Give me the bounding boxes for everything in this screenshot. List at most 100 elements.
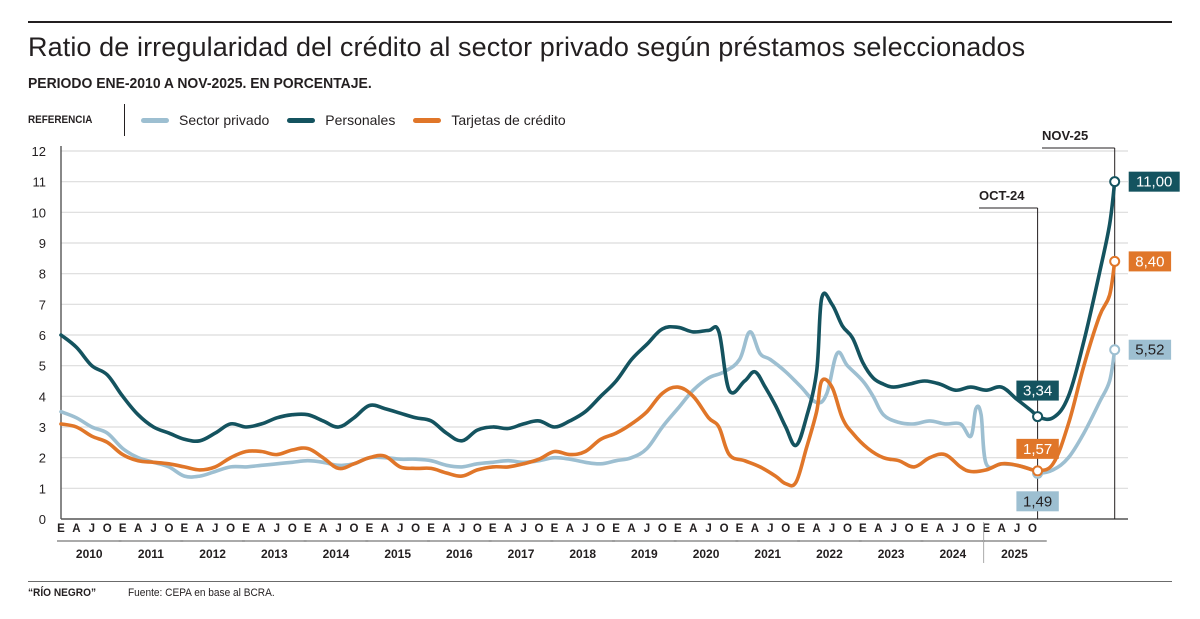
x-tick-month-label: J <box>212 523 218 535</box>
y-tick-label: 4 <box>39 389 46 404</box>
x-tick-year-label: 2011 <box>138 547 164 561</box>
x-tick-year-label: 2023 <box>878 547 905 561</box>
x-tick-month-label: O <box>411 523 420 535</box>
x-tick-month-label: E <box>427 523 435 535</box>
y-tick-label: 3 <box>39 420 46 435</box>
x-tick-month-label: O <box>781 523 790 535</box>
x-tick-month-label: A <box>689 523 697 535</box>
value-label-box <box>1016 438 1059 459</box>
x-tick-month-label: O <box>103 523 112 535</box>
x-tick-month-label: E <box>489 523 497 535</box>
x-tick-month-label: A <box>751 523 759 535</box>
value-label: 3,34 <box>1023 383 1052 400</box>
x-tick-month-label: O <box>905 523 914 535</box>
value-label-box <box>1128 339 1172 360</box>
series-line-personales <box>59 179 1117 448</box>
x-tick-month-label: J <box>829 523 835 535</box>
value-label-box <box>1128 171 1180 192</box>
x-tick-year-label: 2020 <box>693 547 720 561</box>
marker-point <box>1109 176 1121 188</box>
legend-swatch-personales <box>287 117 316 123</box>
x-tick-year-label: 2021 <box>754 547 781 561</box>
value-label: 11,00 <box>1136 174 1172 191</box>
x-tick-month-label: O <box>658 523 667 535</box>
x-tick-month-label: A <box>72 523 80 535</box>
y-tick-label: 6 <box>39 328 46 343</box>
x-tick-month-label: J <box>520 523 526 535</box>
x-tick-month-label: E <box>674 523 682 535</box>
x-tick-month-label: E <box>304 523 312 535</box>
x-tick-month-label: O <box>966 523 975 535</box>
x-tick-month-label: O <box>720 523 729 535</box>
marker-points: 1,49 3,34 1,57 5,52 11,00 8,40 <box>1016 171 1180 512</box>
legend-swatch-sector-privado <box>141 117 169 123</box>
footer-source: Fuente: CEPA en base al BCRA. <box>128 587 275 599</box>
x-tick-month-label: A <box>812 523 820 535</box>
chart-title: Ratio de irregularidad del crédito al se… <box>28 32 1026 62</box>
y-tick-label: 9 <box>39 236 46 251</box>
x-tick-year-label: 2017 <box>508 547 535 561</box>
value-label: 5,52 <box>1135 342 1164 359</box>
value-label-box <box>1128 251 1172 272</box>
x-tick-year-label: 2025 <box>1001 547 1028 561</box>
x-tick-month-label: E <box>366 523 374 535</box>
x-tick-month-label: O <box>473 523 482 535</box>
x-tick-month-label: O <box>350 523 359 535</box>
x-tick-month-label: E <box>797 523 805 535</box>
value-label-box <box>1016 491 1059 512</box>
legend-item-tarjetas: Tarjetas de crédito <box>413 112 566 128</box>
legend-label: REFERENCIA <box>28 114 93 126</box>
marker-point <box>1109 255 1121 267</box>
legend-item-personales: Personales <box>287 112 395 128</box>
x-tick-year-label: 2012 <box>199 547 226 561</box>
axes <box>60 146 1128 520</box>
x-tick-month-label: O <box>535 523 544 535</box>
y-tick-label: 0 <box>39 512 46 527</box>
gridlines <box>61 150 1128 489</box>
x-tick-month-label: J <box>705 523 711 535</box>
x-tick-month-label: A <box>504 523 512 535</box>
x-tick-month-label: J <box>767 523 773 535</box>
x-tick-month-label: O <box>1028 523 1037 535</box>
legend-divider <box>124 104 125 136</box>
x-tick-month-label: E <box>982 523 990 535</box>
x-tick-month-label: A <box>257 523 265 535</box>
x-tick-month-label: J <box>335 523 341 535</box>
legend-item-sector-privado: Sector privado <box>141 112 269 128</box>
legend-label-personales: Personales <box>325 112 396 128</box>
x-tick-year-label: 2018 <box>569 547 596 561</box>
series-line-tarjetas-de-cr-dito <box>59 259 1117 488</box>
marker-date-label: OCT-24 <box>979 188 1025 203</box>
marker-point <box>1109 344 1121 356</box>
x-tick-month-label: J <box>274 523 280 535</box>
x-tick-month-label: E <box>551 523 559 535</box>
marker-point <box>1032 465 1044 477</box>
x-tick-month-label: A <box>442 523 450 535</box>
x-tick-month-label: J <box>89 523 95 535</box>
x-tick-month-label: E <box>181 523 189 535</box>
top-rule <box>28 21 1172 23</box>
x-tick-year-label: 2016 <box>446 547 473 561</box>
x-tick-month-label: E <box>119 523 127 535</box>
x-tick-month-label: A <box>566 523 574 535</box>
y-tick-label: 1 <box>39 481 46 496</box>
x-tick-month-label: O <box>164 523 173 535</box>
x-tick-month-label: A <box>997 523 1005 535</box>
footer-credit: “RÍO NEGRO” <box>28 587 97 599</box>
x-tick-month-label: A <box>627 523 635 535</box>
x-tick-month-label: O <box>226 523 235 535</box>
y-tick-label: 8 <box>39 267 46 282</box>
x-tick-month-label: E <box>612 523 620 535</box>
x-tick-year-label: 2013 <box>261 547 288 561</box>
y-tick-label: 10 <box>32 205 46 220</box>
chart-subtitle: PERIODO ENE-2010 A NOV-2025. EN PORCENTA… <box>28 75 372 92</box>
x-tick-year-label: 2014 <box>323 547 350 561</box>
legend: REFERENCIA Sector privado Personales Tar… <box>28 104 584 136</box>
x-tick-month-label: J <box>952 523 958 535</box>
footer-rule <box>28 581 1172 582</box>
x-tick-month-label: J <box>150 523 156 535</box>
y-tick-label: 12 <box>32 144 46 159</box>
y-tick-label: 7 <box>39 297 46 312</box>
